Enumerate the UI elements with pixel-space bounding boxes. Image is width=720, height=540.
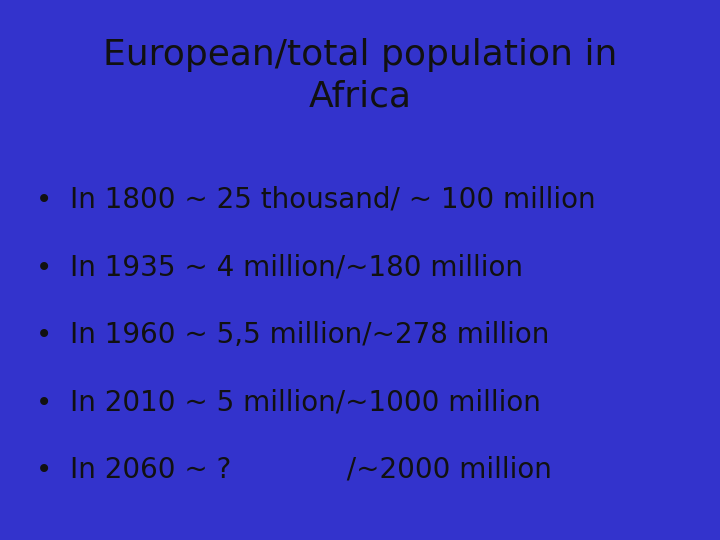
Text: •  In 2010 ~ 5 million/~1000 million: • In 2010 ~ 5 million/~1000 million [36,388,541,416]
Text: •  In 1800 ~ 25 thousand/ ~ 100 million: • In 1800 ~ 25 thousand/ ~ 100 million [36,186,595,214]
Text: •  In 2060 ~ ?             /~2000 million: • In 2060 ~ ? /~2000 million [36,456,552,484]
Text: •  In 1935 ~ 4 million/~180 million: • In 1935 ~ 4 million/~180 million [36,253,523,281]
Text: •  In 1960 ~ 5,5 million/~278 million: • In 1960 ~ 5,5 million/~278 million [36,321,549,349]
Text: European/total population in
Africa: European/total population in Africa [103,38,617,114]
